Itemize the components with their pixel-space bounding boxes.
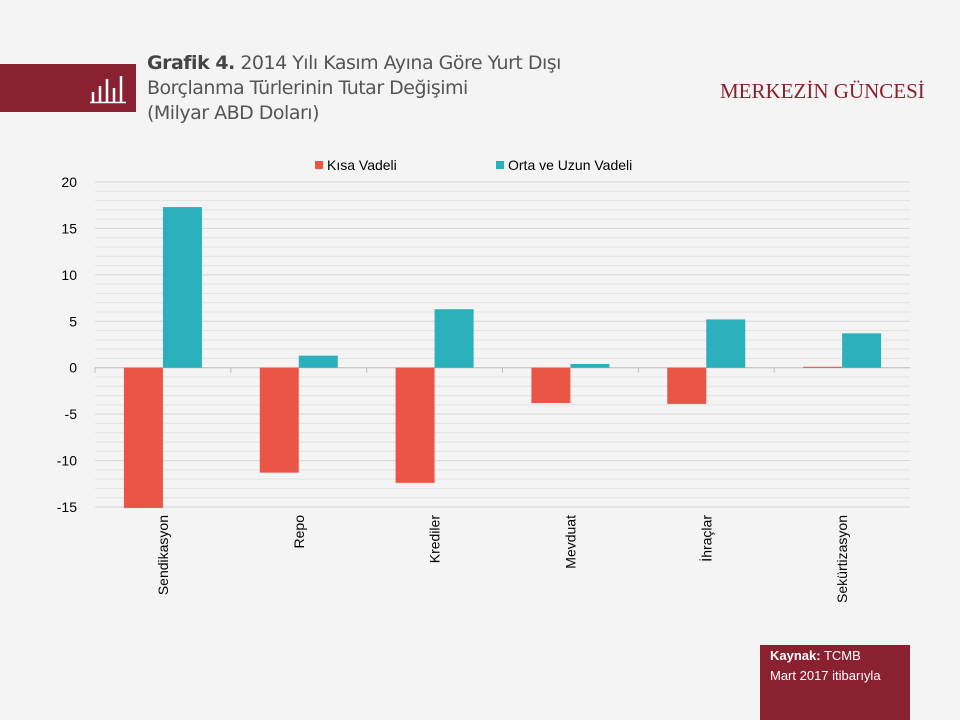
title-line1: 2014 Yılı Kasım Ayına Göre Yurt Dışı [240, 52, 561, 74]
y-tick-label: -10 [57, 453, 77, 469]
x-tick-label: Sendikasyon [155, 515, 171, 595]
x-tick-label: Krediler [427, 515, 443, 564]
bar-kisa [531, 367, 571, 403]
source-value: TCMB [823, 648, 861, 663]
bar-chart-icon [90, 76, 126, 104]
bar-kisa [803, 366, 843, 368]
bar-kisa [123, 367, 163, 508]
bar-kisa [259, 367, 299, 473]
bar-orta [570, 364, 610, 368]
legend-label: Orta ve Uzun Vadeli [508, 157, 633, 173]
y-tick-label: 5 [69, 313, 77, 329]
x-tick-label: Sekürtizasyon [834, 515, 850, 603]
source-label: Kaynak: [770, 648, 821, 663]
legend-swatch [315, 161, 323, 169]
source-date: Mart 2017 itibarıyla [770, 668, 881, 683]
x-tick-label: Repo [291, 515, 307, 549]
brand-logo: MERKEZİN GÜNCESİ [720, 79, 925, 103]
bar-orta [842, 333, 882, 368]
y-tick-label: -15 [57, 499, 77, 515]
x-tick-label: Mevduat [562, 515, 578, 569]
bar-kisa [667, 367, 707, 404]
bar-orta [298, 355, 338, 368]
chart-title: Grafik 4. 2014 Yılı Kasım Ayına Göre Yur… [147, 51, 561, 126]
title-line2: Borçlanma Türlerinin Tutar Değişimi [147, 77, 468, 99]
bar-orta [162, 207, 202, 368]
title-line3: (Milyar ABD Doları) [147, 102, 319, 124]
y-tick-label: 10 [61, 267, 77, 283]
bar-kisa [395, 367, 435, 483]
legend-item-orta: Orta ve Uzun Vadeli [496, 157, 632, 173]
legend-item-kisa: Kısa Vadeli [315, 157, 397, 173]
source-box: Kaynak: TCMB Mart 2017 itibarıyla [760, 645, 910, 720]
bar-orta [706, 319, 746, 368]
legend-swatch [496, 161, 504, 169]
x-tick-label: İhraçlar [697, 515, 714, 562]
y-tick-label: 0 [69, 360, 77, 376]
title-bold: Grafik 4. [147, 52, 235, 74]
y-tick-label: -5 [65, 406, 78, 422]
legend-label: Kısa Vadeli [327, 157, 397, 173]
bar-orta [434, 309, 474, 368]
y-tick-label: 20 [61, 174, 77, 190]
y-tick-label: 15 [61, 220, 77, 236]
